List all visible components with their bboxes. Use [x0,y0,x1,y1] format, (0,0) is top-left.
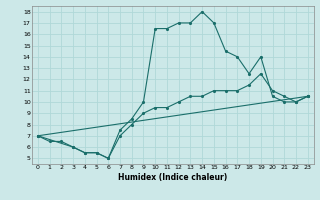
X-axis label: Humidex (Indice chaleur): Humidex (Indice chaleur) [118,173,228,182]
